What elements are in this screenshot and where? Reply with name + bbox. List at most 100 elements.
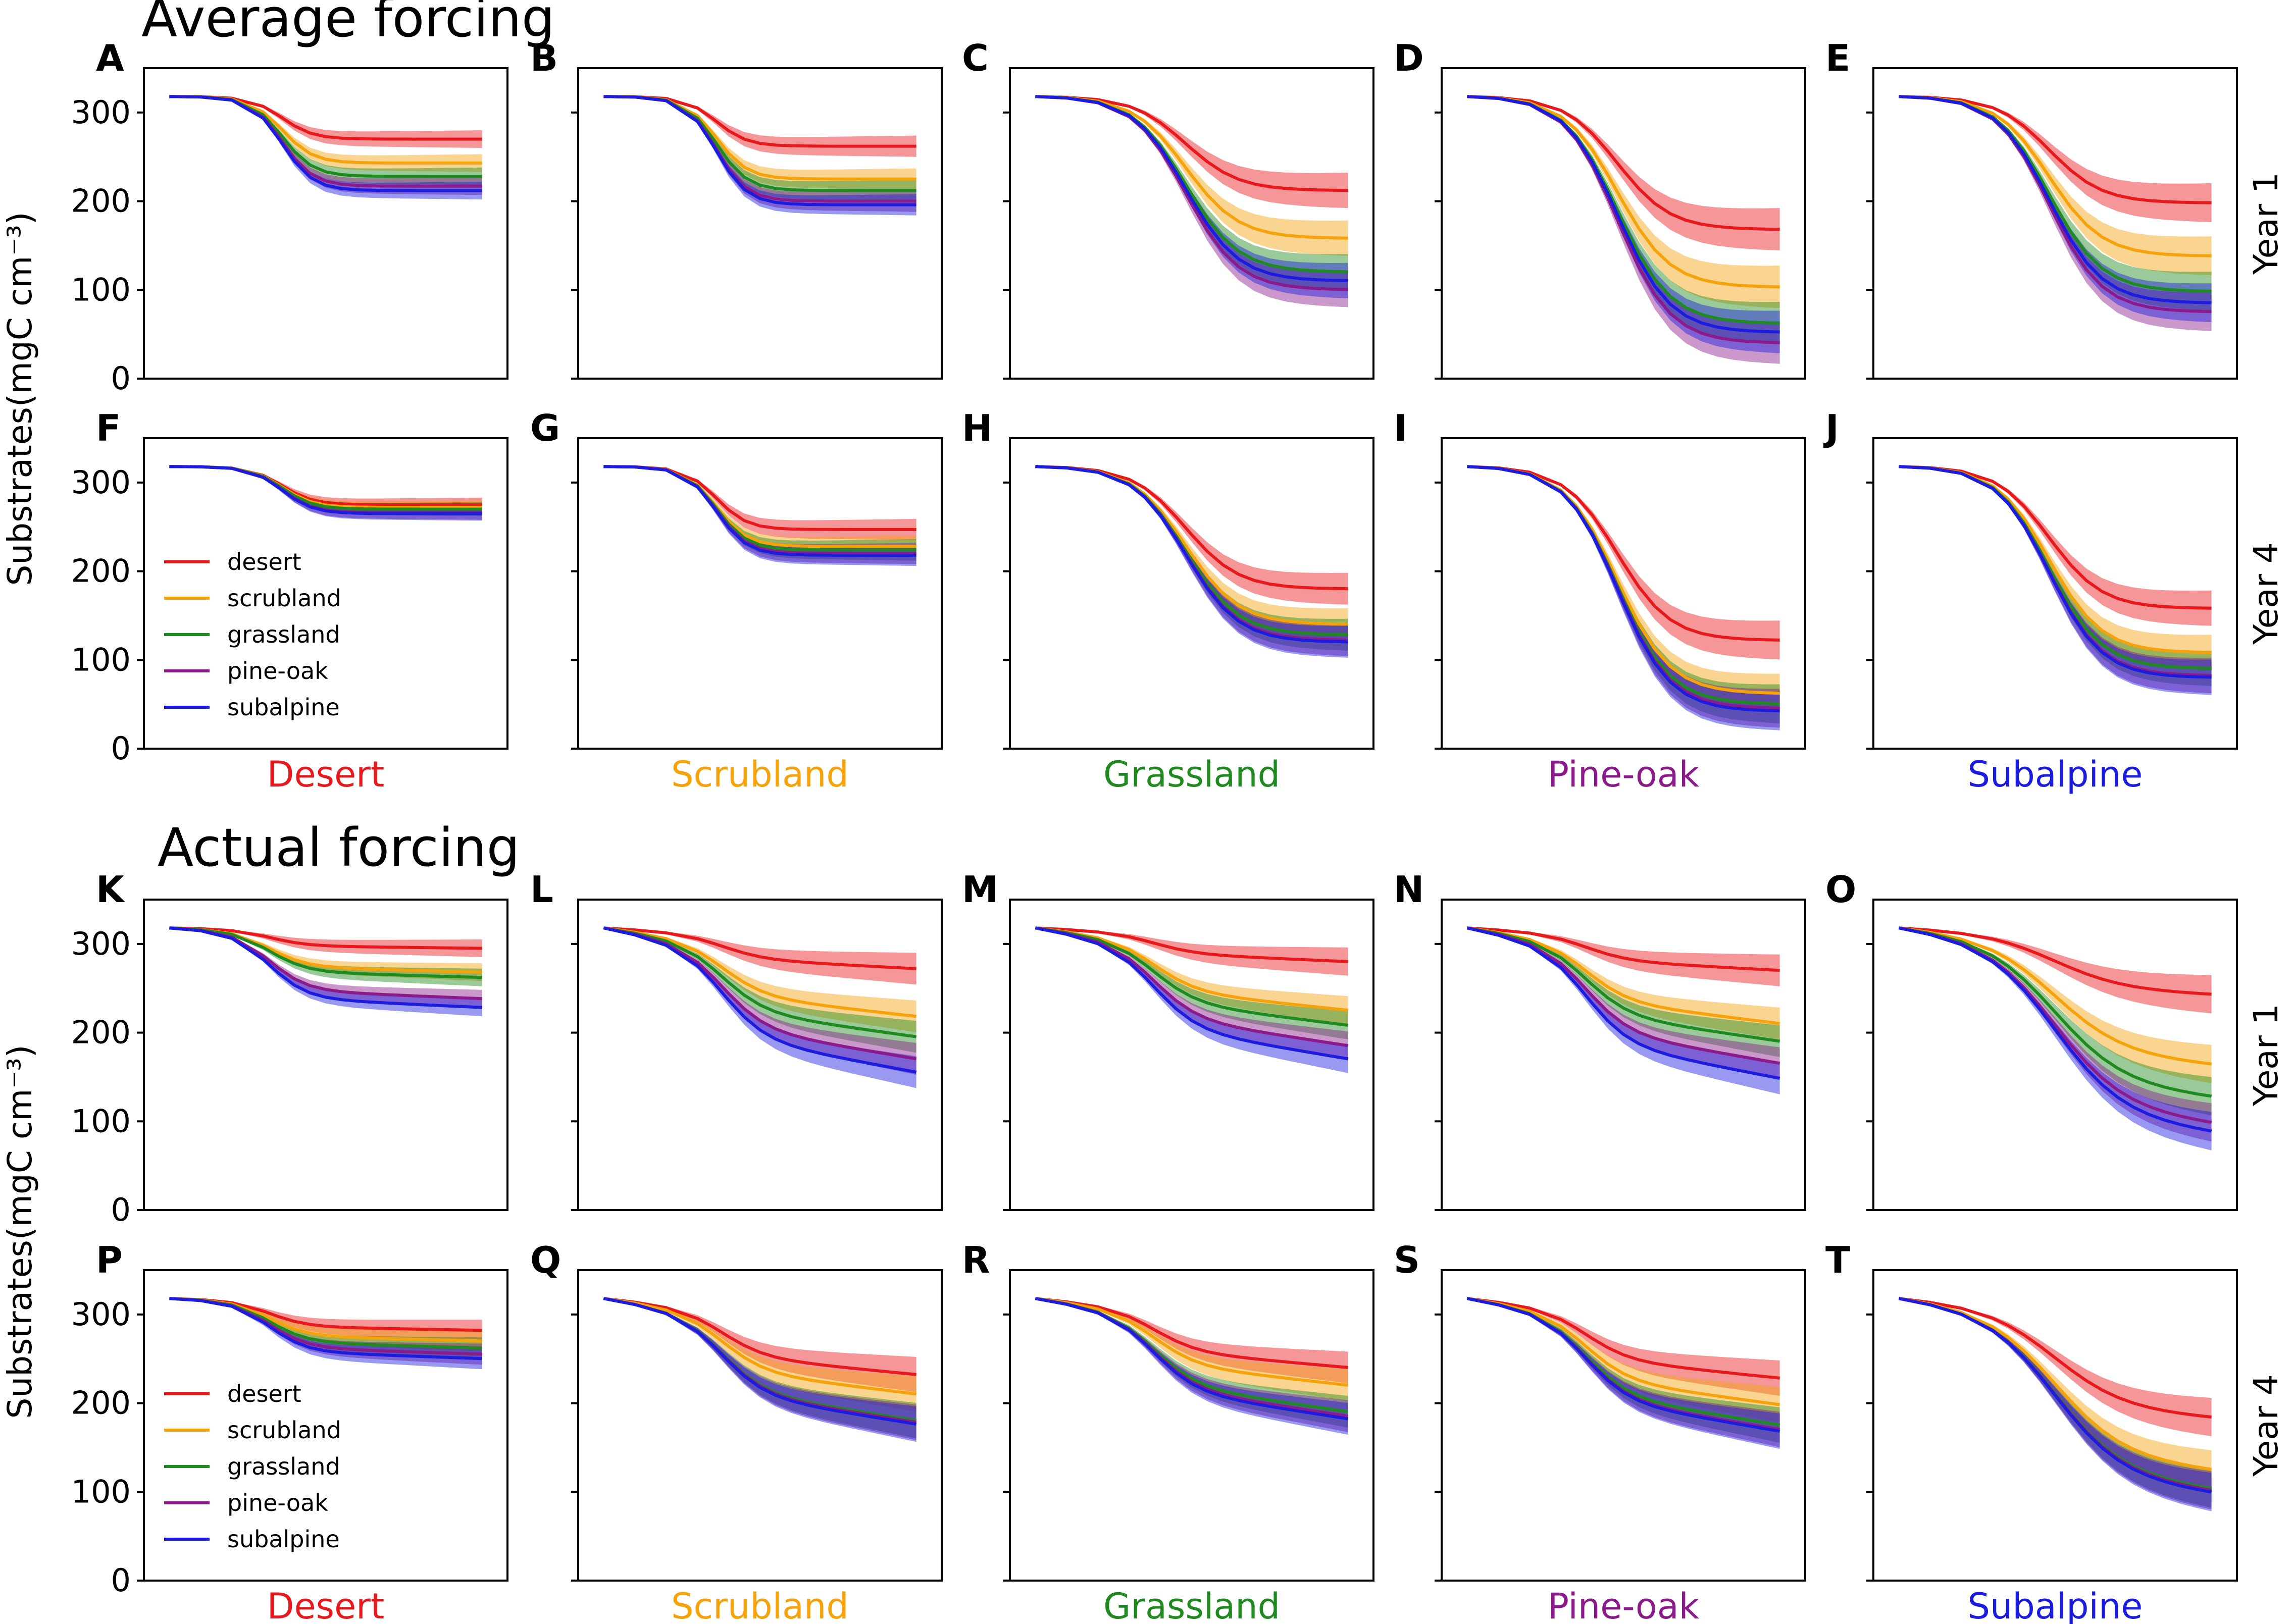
series-lines bbox=[169, 1297, 482, 1360]
axes-frame bbox=[1441, 67, 1806, 380]
axes-frame bbox=[1009, 1269, 1374, 1582]
band-grassland bbox=[1035, 928, 1348, 1039]
legend: desert scrubland grassland pine-oak subalpin… bbox=[164, 548, 341, 721]
column-label-grassland: Grassland bbox=[1103, 1586, 1280, 1624]
panel-n: N bbox=[1394, 868, 1806, 1211]
panel-label: F bbox=[96, 407, 121, 449]
series-lines bbox=[1899, 95, 2212, 313]
line-desert bbox=[1035, 95, 1348, 192]
series-lines bbox=[169, 465, 482, 515]
line-desert bbox=[603, 1297, 916, 1376]
line-subalpine bbox=[1899, 465, 2212, 679]
line-scrubland bbox=[1467, 95, 1780, 289]
band-scrubland bbox=[1467, 1298, 1780, 1423]
band-desert bbox=[1899, 1298, 2212, 1437]
column-label-grassland: Grassland bbox=[1103, 754, 1280, 795]
line-subalpine bbox=[1035, 465, 1348, 644]
line-desert bbox=[1467, 95, 1780, 231]
panel-label: D bbox=[1394, 37, 1424, 79]
line-scrubland bbox=[1899, 465, 2212, 654]
column-label-subalpine: Subalpine bbox=[1968, 1586, 2143, 1624]
band-subalpine bbox=[1899, 1298, 2212, 1511]
panel-r: R Grassland bbox=[962, 1239, 1374, 1624]
panel-t: T Year 4 Subalpine bbox=[1825, 1239, 2285, 1624]
band-pine-oak bbox=[1467, 928, 1780, 1079]
uncertainty-bands bbox=[1899, 928, 2212, 1150]
band-grassland bbox=[603, 928, 916, 1053]
panel-k: K 0 100 200 300 bbox=[71, 868, 508, 1228]
column-label-pine-oak: Pine-oak bbox=[1548, 754, 1700, 795]
y-tick-label: 200 bbox=[71, 553, 131, 590]
panel-s: S Pine-oak bbox=[1394, 1239, 1806, 1624]
axes-frame bbox=[1872, 437, 2238, 750]
series-lines bbox=[1035, 465, 1348, 644]
panel-e: E Year 1 bbox=[1825, 37, 2285, 380]
line-scrubland bbox=[1467, 465, 1780, 695]
line-subalpine bbox=[1035, 926, 1349, 1061]
axes-frame bbox=[1872, 899, 2238, 1211]
line-grassland bbox=[169, 1297, 482, 1350]
panel-label: E bbox=[1825, 37, 1850, 79]
line-desert bbox=[169, 1297, 482, 1332]
series-lines bbox=[1035, 1297, 1349, 1421]
band-grassland bbox=[1035, 1298, 1348, 1428]
y-tick-label: 300 bbox=[71, 94, 131, 131]
panel-label: M bbox=[962, 868, 998, 911]
line-grassland bbox=[603, 95, 916, 192]
line-desert bbox=[1899, 926, 2212, 996]
band-pine-oak bbox=[603, 1298, 916, 1440]
line-subalpine bbox=[1466, 926, 1780, 1080]
band-desert bbox=[169, 928, 482, 957]
panel-label: S bbox=[1394, 1239, 1420, 1281]
y-tick-label: 0 bbox=[111, 730, 131, 767]
band-desert bbox=[1467, 1298, 1780, 1396]
line-scrubland bbox=[1035, 95, 1348, 240]
column-label-desert: Desert bbox=[267, 754, 385, 795]
line-grassland bbox=[1898, 926, 2212, 1098]
axes-frame bbox=[143, 437, 508, 750]
line-scrubland bbox=[169, 1297, 482, 1343]
band-grassland bbox=[169, 1298, 482, 1359]
legend-label-subalpine: subalpine bbox=[227, 1526, 340, 1553]
panel-d: D bbox=[1394, 37, 1806, 380]
series-lines bbox=[169, 926, 482, 1009]
column-label-desert: Desert bbox=[267, 1586, 385, 1624]
line-pine-oak bbox=[169, 926, 482, 1001]
line-scrubland bbox=[1898, 926, 2212, 1066]
band-grassland bbox=[1467, 928, 1780, 1057]
axes-frame bbox=[1441, 1269, 1806, 1582]
panel-m: M bbox=[962, 868, 1374, 1211]
panel-label: A bbox=[96, 37, 124, 79]
legend-label-pine-oak: pine-oak bbox=[227, 1489, 328, 1516]
panel-c: C bbox=[962, 37, 1374, 380]
line-desert bbox=[1467, 926, 1780, 972]
series-lines bbox=[1467, 95, 1780, 344]
axes-frame bbox=[1009, 437, 1374, 750]
panel-j: J Year 4 Subalpine bbox=[1823, 407, 2285, 795]
panel-p: P 0 100 200 300 desert scrubland grassland pine-… bbox=[71, 1239, 508, 1624]
line-subalpine bbox=[169, 465, 482, 515]
section-title-average: Average forcing bbox=[141, 0, 555, 49]
panel-label: C bbox=[962, 37, 989, 79]
band-pine-oak bbox=[1467, 1298, 1780, 1447]
line-pine-oak bbox=[1466, 926, 1780, 1065]
legend-label-grassland: grassland bbox=[227, 621, 340, 648]
axes-frame bbox=[143, 67, 508, 380]
line-scrubland bbox=[1035, 926, 1348, 1012]
panel-label: B bbox=[530, 37, 558, 79]
band-desert bbox=[603, 1298, 916, 1392]
band-subalpine bbox=[1035, 928, 1348, 1073]
axes-frame bbox=[577, 1269, 943, 1582]
panel-label: R bbox=[962, 1239, 990, 1281]
axes-frame bbox=[1009, 899, 1374, 1211]
panel-h: H Grassland bbox=[962, 407, 1374, 795]
axes-frame bbox=[577, 899, 943, 1211]
series-lines bbox=[1898, 1297, 2212, 1494]
panel-i: I Pine-oak bbox=[1394, 407, 1806, 795]
column-label-scrubland: Scrubland bbox=[671, 1586, 849, 1624]
axes-frame bbox=[143, 1269, 508, 1582]
band-desert bbox=[169, 466, 482, 512]
row-label: Year 1 bbox=[2247, 172, 2285, 275]
line-desert bbox=[169, 95, 482, 141]
legend-label-desert: desert bbox=[227, 548, 301, 575]
